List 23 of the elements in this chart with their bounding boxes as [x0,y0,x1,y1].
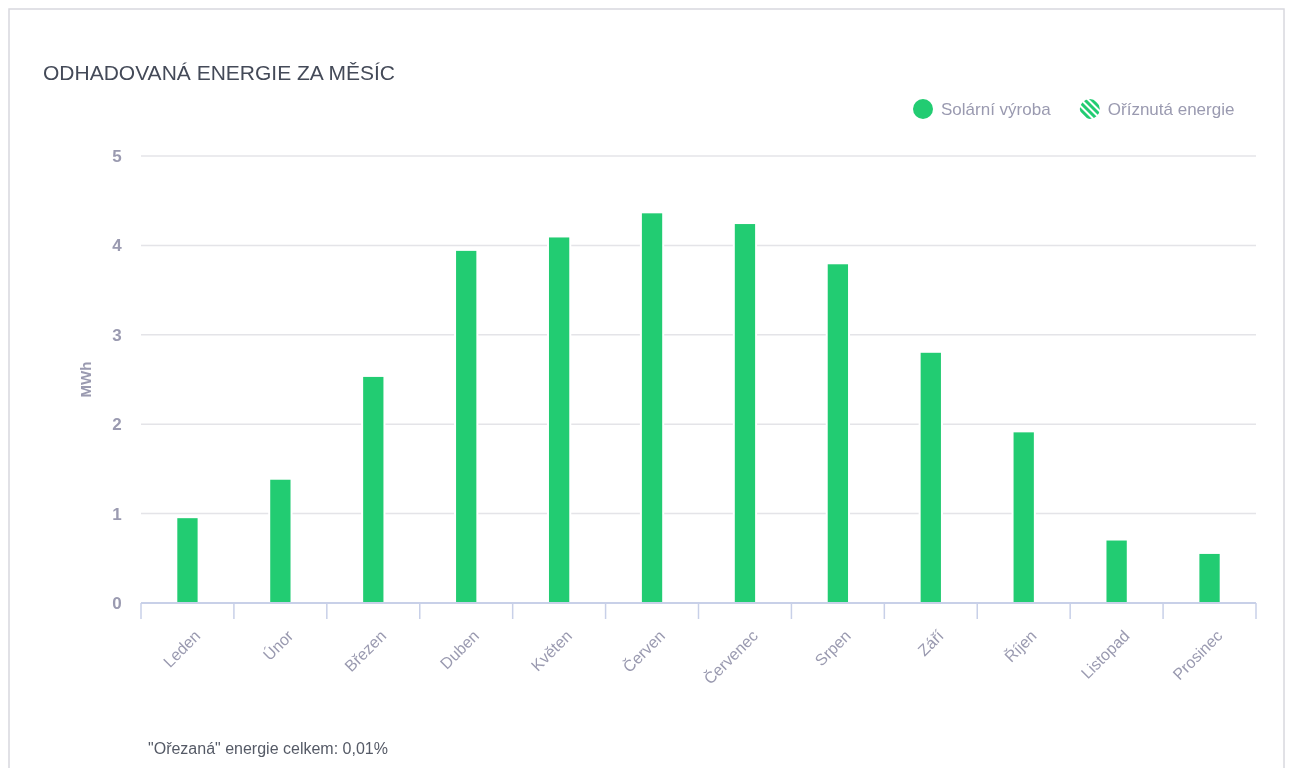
text: "Ořezaná" energie celkem: 0,01% [148,740,388,757]
bar [546,235,572,604]
legend-label: Solární výroba [941,100,1052,119]
y-tick-label: 0 [112,593,122,613]
bar [1011,430,1036,604]
bar [454,248,479,604]
bar [639,211,665,604]
bar [1197,551,1222,604]
y-axis-title: MWh [77,361,94,398]
y-tick-label: 5 [112,146,122,166]
y-tick-label: 2 [112,415,122,435]
bar [361,374,386,604]
bar [268,477,293,604]
bar [918,350,943,604]
y-tick-label: 3 [112,325,122,345]
y-tick-label: 1 [112,504,122,524]
chart-title: ODHADOVANÁ ENERGIE ZA MĚSÍC [43,61,396,84]
y-tick-label: 4 [112,236,123,256]
bar [825,262,851,604]
bar [1104,538,1129,604]
bar [175,516,200,604]
legend-label: Oříznutá energie [1107,100,1235,119]
bar [732,222,758,604]
